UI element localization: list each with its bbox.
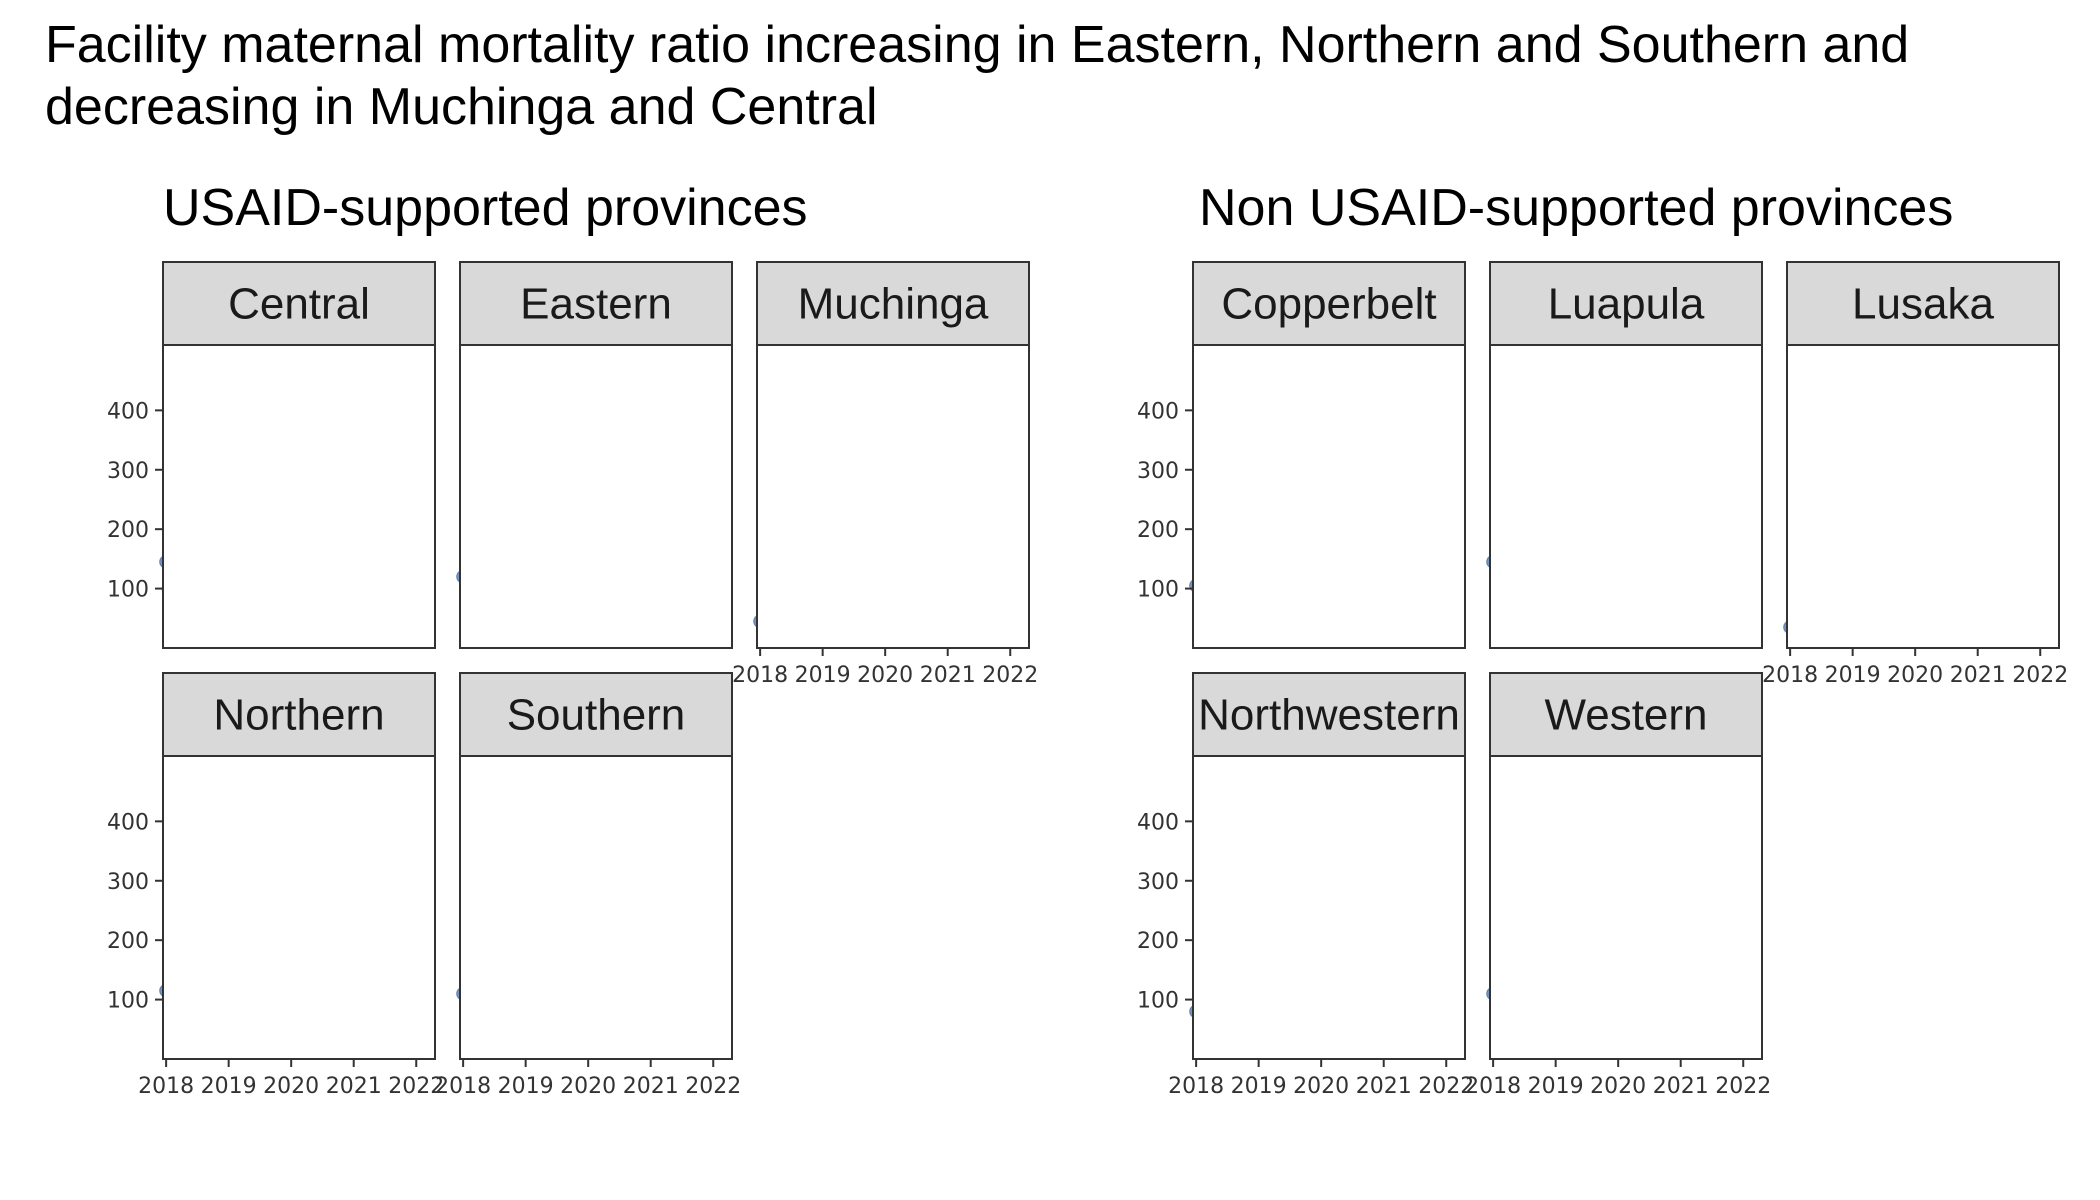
panel-eastern: Eastern [456, 261, 733, 649]
x-tick-label: 2018 [1762, 663, 1818, 688]
panel-strip-label-muchinga: Muchinga [798, 280, 989, 329]
panel-southern: Southern 2018 2019 2020 2021 2022 [435, 672, 741, 1099]
x-tick-label: 2021 [1356, 1074, 1412, 1099]
panel-strip-label-eastern: Eastern [520, 280, 672, 329]
panel-strip-label-northern: Northern [213, 691, 384, 740]
x-tick-label: 2021 [623, 1074, 679, 1099]
y-tick-label: 300 [1137, 459, 1179, 484]
panel-border-luapula [1489, 344, 1763, 649]
x-tick-label: 2020 [1590, 1074, 1646, 1099]
panel-luapula: Luapula [1486, 261, 1763, 649]
y-tick-label: 200 [1137, 518, 1179, 543]
x-tick-label: 2019 [201, 1074, 257, 1099]
x-tick-label: 2022 [982, 663, 1038, 688]
y-tick-label: 400 [1137, 810, 1179, 835]
non-usaid-supported-chart: Non USAID-supported provinces Copperbelt… [1137, 179, 2068, 1099]
panel-muchinga: Muchinga 2018 2019 2020 2021 2022 [732, 261, 1038, 688]
panel-strip-eastern [459, 261, 733, 346]
panel-border-lusaka [1786, 344, 2060, 649]
y-tick-label: 100 [1137, 989, 1179, 1014]
panel-strip-western [1489, 672, 1763, 757]
panel-strip-label-western: Western [1544, 691, 1707, 740]
y-tick-label: 400 [107, 810, 149, 835]
panel-strip-copperbelt [1192, 261, 1466, 346]
panel-border-southern [459, 755, 733, 1060]
x-tick-label: 2022 [2012, 663, 2068, 688]
y-tick-label: 100 [1137, 578, 1179, 603]
y-tick-label: 400 [107, 399, 149, 424]
panel-strip-label-lusaka: Lusaka [1852, 280, 1994, 329]
y-tick-label: 300 [107, 459, 149, 484]
x-tick-label: 2018 [1168, 1074, 1224, 1099]
panel-western: Western 2018 2019 2020 2021 2022 [1465, 672, 1771, 1099]
x-tick-label: 2018 [1465, 1074, 1521, 1099]
panel-copperbelt: Copperbelt 100 200 300 400 [1137, 261, 1466, 649]
panel-border-muchinga [756, 344, 1030, 649]
panel-strip-label-copperbelt: Copperbelt [1221, 280, 1436, 329]
x-tick-label: 2022 [1715, 1074, 1771, 1099]
x-tick-label: 2018 [732, 663, 788, 688]
chart-title-usaid: USAID-supported provinces [163, 179, 808, 237]
x-tick-label: 2021 [326, 1074, 382, 1099]
y-tick-label: 200 [107, 518, 149, 543]
y-tick-label: 400 [1137, 399, 1179, 424]
panel-northwestern: Northwestern 100 200 300 400 2018 2019 2020 2021… [1137, 672, 1474, 1099]
x-tick-label: 2020 [560, 1074, 616, 1099]
x-tick-label: 2019 [795, 663, 851, 688]
x-tick-label: 2020 [263, 1074, 319, 1099]
slide-title: Facility maternal mortality ratio increa… [45, 16, 1910, 136]
x-tick-label: 2021 [1653, 1074, 1709, 1099]
panel-strip-northwestern [1192, 672, 1466, 757]
x-tick-label: 2021 [1950, 663, 2006, 688]
x-tick-label: 2019 [498, 1074, 554, 1099]
panel-strip-label-northwestern: Northwestern [1198, 691, 1460, 740]
x-tick-label: 2019 [1231, 1074, 1287, 1099]
y-tick-label: 300 [107, 870, 149, 895]
panel-strip-label-southern: Southern [507, 691, 686, 740]
panel-border-northern [162, 755, 436, 1060]
panel-strip-label-luapula: Luapula [1548, 280, 1705, 329]
panel-central: Central 100 200 300 400 [107, 261, 436, 649]
x-tick-label: 2019 [1825, 663, 1881, 688]
x-tick-label: 2022 [685, 1074, 741, 1099]
panel-strip-label-central: Central [228, 280, 370, 329]
x-tick-label: 2022 [388, 1074, 444, 1099]
panel-border-western [1489, 755, 1763, 1060]
x-tick-label: 2018 [138, 1074, 194, 1099]
panel-strip-northern [162, 672, 436, 757]
chart-title-non-usaid: Non USAID-supported provinces [1199, 179, 1953, 237]
panel-lusaka: Lusaka 2018 2019 2020 2021 2022 [1762, 261, 2068, 688]
y-tick-label: 300 [1137, 870, 1179, 895]
x-tick-label: 2019 [1528, 1074, 1584, 1099]
panel-strip-southern [459, 672, 733, 757]
x-tick-label: 2018 [435, 1074, 491, 1099]
y-tick-label: 100 [107, 578, 149, 603]
panel-border-eastern [459, 344, 733, 649]
x-tick-label: 2021 [920, 663, 976, 688]
panel-border-copperbelt [1192, 344, 1466, 649]
panel-strip-luapula [1489, 261, 1763, 346]
x-tick-label: 2022 [1418, 1074, 1474, 1099]
x-tick-label: 2020 [1293, 1074, 1349, 1099]
panel-northern: Northern 100 200 300 400 2018 2019 2020 2021 2022 [107, 672, 444, 1099]
x-tick-label: 2020 [857, 663, 913, 688]
panel-strip-lusaka [1786, 261, 2060, 346]
y-tick-label: 200 [107, 929, 149, 954]
panel-border-northwestern [1192, 755, 1466, 1060]
panel-border-central [162, 344, 436, 649]
usaid-supported-chart: USAID-supported provinces Central 100 200 3… [107, 179, 1038, 1099]
y-tick-label: 100 [107, 989, 149, 1014]
y-tick-label: 200 [1137, 929, 1179, 954]
x-tick-label: 2020 [1887, 663, 1943, 688]
